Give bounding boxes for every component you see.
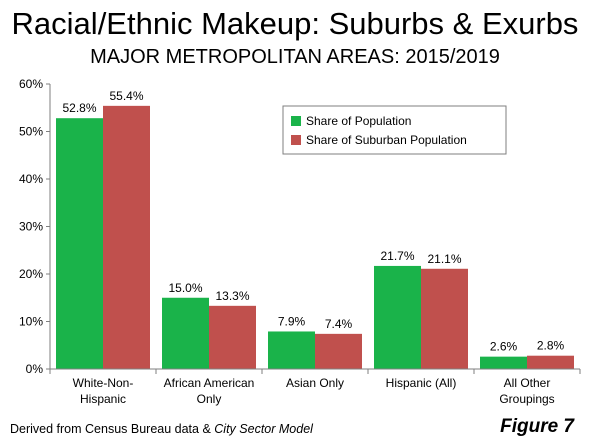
- y-tick-label: 10%: [19, 315, 43, 329]
- y-tick-label: 30%: [19, 220, 43, 234]
- data-label: 7.9%: [278, 314, 306, 328]
- legend-label: Share of Suburban Population: [306, 133, 467, 147]
- x-category-label: Hispanic: [80, 392, 126, 406]
- data-label: 15.0%: [168, 281, 202, 295]
- legend-box: [282, 105, 507, 155]
- data-label: 55.4%: [109, 89, 143, 103]
- x-category-label: Hispanic (All): [386, 376, 457, 390]
- legend-swatch: [291, 116, 301, 126]
- data-label: 21.7%: [380, 249, 414, 263]
- bar-suburban: [421, 268, 468, 369]
- data-label: 7.4%: [325, 317, 353, 331]
- data-label: 21.1%: [427, 252, 461, 266]
- source-prefix: Derived from Census Bureau data &: [10, 422, 215, 436]
- bar-suburban: [103, 105, 150, 369]
- bar-population: [56, 118, 103, 369]
- x-category-label: Asian Only: [286, 376, 344, 390]
- x-category-label: Groupings: [499, 392, 554, 406]
- bar-population: [480, 356, 527, 369]
- x-category-label: All Other: [504, 376, 551, 390]
- bar-population: [374, 265, 421, 369]
- y-tick-label: 40%: [19, 172, 43, 186]
- y-tick-label: 20%: [19, 267, 43, 281]
- data-label: 2.8%: [537, 339, 565, 353]
- chart-subtitle: MAJOR METROPOLITAN AREAS: 2015/2019: [90, 46, 500, 68]
- bar-chart: 0% 10% 20% 30% 40% 50% 60% 52.8% 15.0% 7.9% 21.7% 2…: [19, 77, 581, 406]
- bar-suburban: [209, 305, 256, 369]
- bar-suburban: [315, 333, 362, 369]
- bar-suburban: [527, 355, 574, 369]
- source-note: Derived from Census Bureau data & City S…: [10, 422, 313, 436]
- bar-population: [162, 297, 209, 369]
- figure-label: Figure 7: [500, 416, 574, 437]
- chart-title: Racial/Ethnic Makeup: Suburbs & Exurbs: [11, 6, 579, 41]
- x-category-label: White-Non-: [73, 376, 134, 390]
- y-tick-label: 50%: [19, 125, 43, 139]
- x-category-label: African American: [164, 376, 255, 390]
- bar-population: [268, 331, 315, 369]
- source-model: City Sector Model: [214, 422, 313, 436]
- data-label: 52.8%: [62, 101, 96, 115]
- data-label: 13.3%: [215, 289, 249, 303]
- legend-swatch: [291, 135, 301, 145]
- legend-label: Share of Population: [306, 114, 411, 128]
- x-category-label: Only: [197, 392, 222, 406]
- y-tick-label: 0%: [26, 362, 44, 376]
- data-label: 2.6%: [490, 340, 518, 354]
- y-tick-label: 60%: [19, 77, 43, 91]
